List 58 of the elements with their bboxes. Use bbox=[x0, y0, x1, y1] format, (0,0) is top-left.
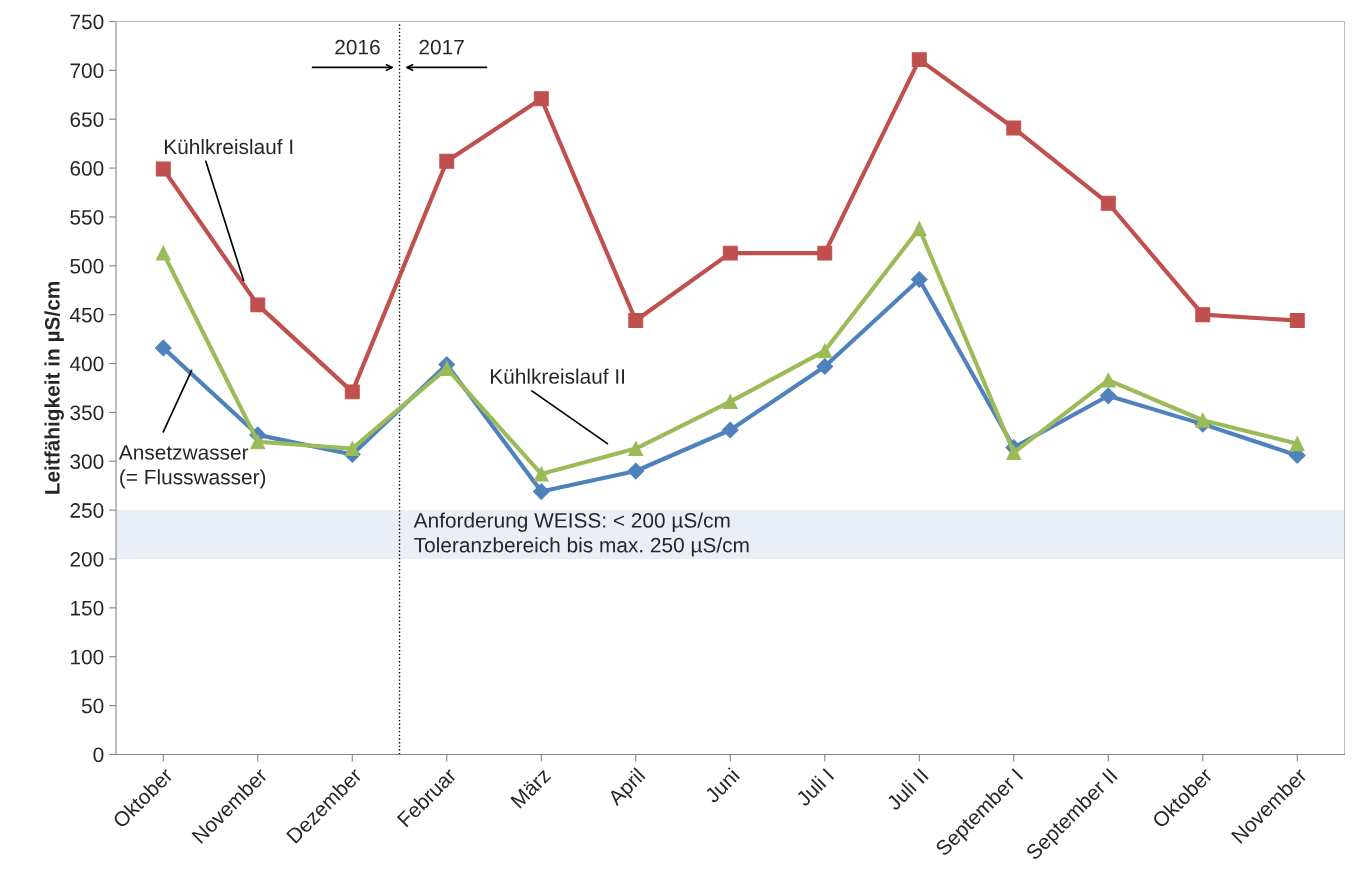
point bbox=[817, 343, 833, 359]
point bbox=[532, 483, 550, 500]
point bbox=[1100, 372, 1116, 388]
y-tick-label: 500 bbox=[70, 258, 104, 274]
series-label: Kühlkreislauf I bbox=[164, 138, 293, 155]
point bbox=[154, 339, 172, 357]
y-tick-label: 200 bbox=[70, 551, 104, 567]
y-tick-label: 400 bbox=[69, 356, 104, 372]
y-tick-label: 650 bbox=[70, 112, 104, 127]
point bbox=[1100, 195, 1116, 211]
point bbox=[627, 462, 645, 480]
y-tick-label: 300 bbox=[70, 454, 104, 470]
point bbox=[722, 394, 738, 410]
x-tick-label: Juli II bbox=[885, 767, 929, 812]
point bbox=[1006, 120, 1022, 136]
point bbox=[344, 441, 360, 457]
y-tick-label: 0 bbox=[93, 747, 104, 763]
point bbox=[721, 421, 739, 439]
y-tick-label: 550 bbox=[70, 209, 104, 225]
x-tick-label: Juli I bbox=[794, 767, 835, 808]
point bbox=[155, 245, 171, 261]
series-label: Kühlkreislauf II bbox=[491, 368, 625, 384]
annotation: 2017 bbox=[419, 39, 464, 55]
point bbox=[344, 384, 360, 400]
annotation: 2016 bbox=[335, 39, 380, 55]
point bbox=[1195, 412, 1211, 428]
y-tick-label: 700 bbox=[70, 63, 104, 79]
point bbox=[533, 466, 549, 482]
y-tick-label: 750 bbox=[70, 14, 104, 30]
point bbox=[816, 358, 834, 375]
point bbox=[910, 271, 928, 288]
point bbox=[628, 441, 644, 457]
point bbox=[250, 297, 266, 313]
point bbox=[1195, 307, 1211, 323]
band-label: Anforderung WEISS: < 200 µS/cm Toleranzbereich bis max. 250 µS/cm bbox=[413, 512, 749, 557]
y-tick-label: 150 bbox=[71, 600, 104, 616]
point bbox=[250, 434, 266, 450]
y-tick-label: 100 bbox=[71, 649, 104, 665]
point bbox=[1099, 387, 1117, 405]
point bbox=[628, 313, 644, 328]
point bbox=[1006, 445, 1022, 460]
point bbox=[1289, 436, 1305, 452]
point bbox=[533, 91, 549, 107]
y-tick-label: 350 bbox=[70, 405, 104, 421]
y-tick-label: 250 bbox=[70, 503, 104, 518]
point bbox=[911, 221, 927, 237]
point bbox=[911, 52, 927, 68]
point bbox=[817, 245, 833, 261]
y-axis-title: Leitfähigkeit in µS/cm bbox=[44, 281, 64, 494]
point bbox=[155, 161, 171, 177]
point bbox=[439, 360, 455, 376]
y-tick-label: 600 bbox=[70, 161, 104, 176]
point bbox=[1289, 313, 1305, 328]
series-label: Ansetzwasser (= Flusswasser) bbox=[118, 445, 266, 489]
point bbox=[722, 245, 738, 261]
y-tick-label: 450 bbox=[69, 307, 104, 323]
point bbox=[439, 153, 455, 169]
y-tick-label: 50 bbox=[81, 698, 104, 714]
